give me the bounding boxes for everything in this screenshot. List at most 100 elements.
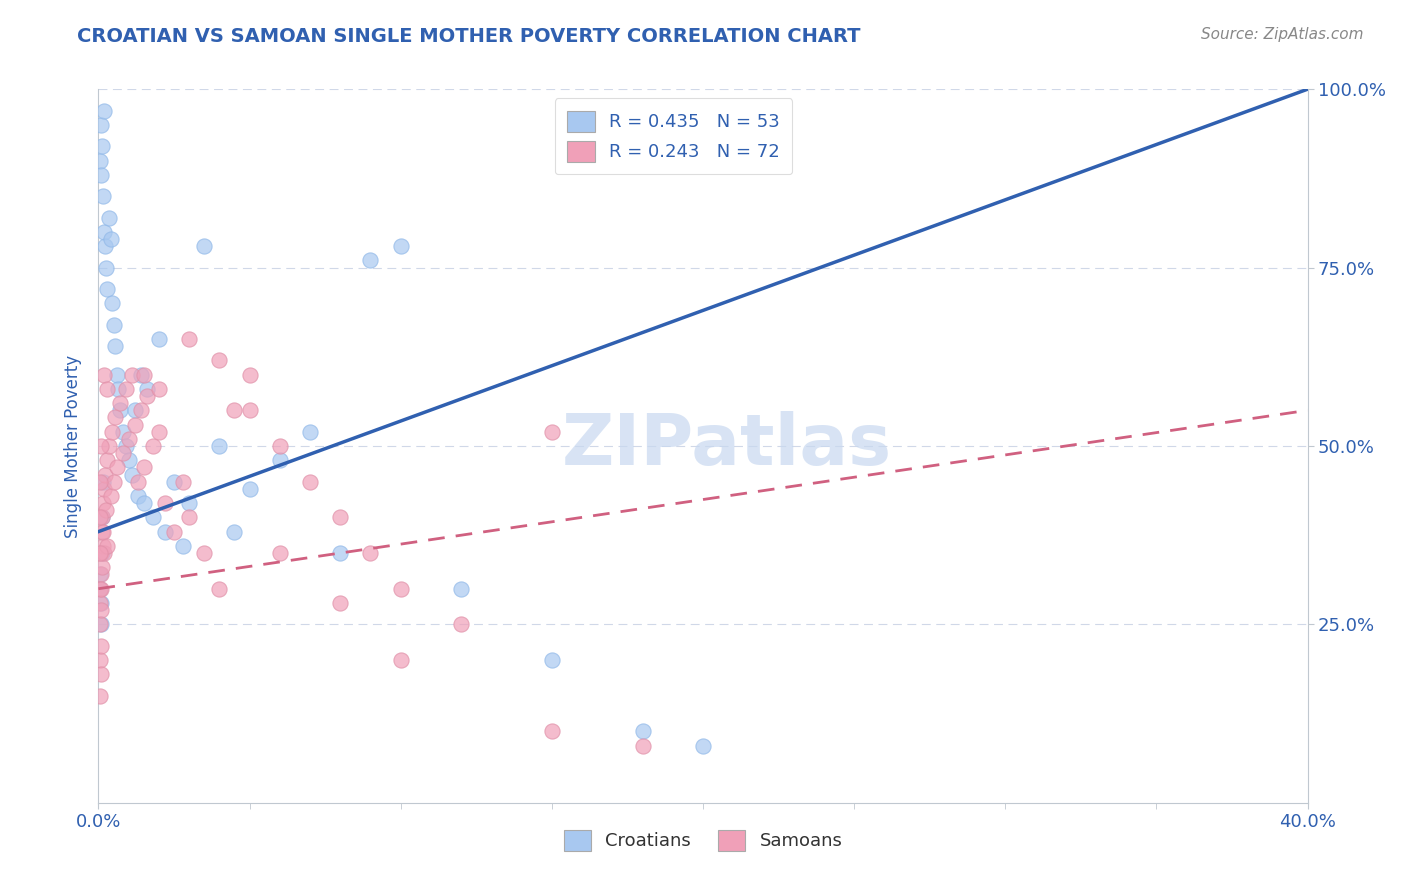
Text: CROATIAN VS SAMOAN SINGLE MOTHER POVERTY CORRELATION CHART: CROATIAN VS SAMOAN SINGLE MOTHER POVERTY… bbox=[77, 27, 860, 45]
Point bbox=[96, 382, 118, 396]
Point bbox=[135, 389, 157, 403]
Point bbox=[193, 546, 215, 560]
Point bbox=[127, 475, 149, 489]
Point bbox=[193, 239, 215, 253]
Point bbox=[90, 603, 112, 617]
Point bbox=[90, 667, 112, 681]
Point bbox=[101, 425, 124, 439]
Point bbox=[91, 475, 114, 489]
Point bbox=[118, 432, 141, 446]
Point bbox=[114, 439, 136, 453]
Point bbox=[269, 546, 291, 560]
Point bbox=[98, 439, 121, 453]
Point bbox=[89, 582, 111, 596]
Point bbox=[239, 403, 262, 417]
Point bbox=[179, 496, 201, 510]
Point bbox=[329, 596, 352, 610]
Point bbox=[148, 332, 170, 346]
Point bbox=[224, 403, 246, 417]
Point bbox=[631, 739, 654, 753]
Point bbox=[107, 382, 129, 396]
Point bbox=[111, 425, 134, 439]
Point bbox=[91, 189, 114, 203]
Point bbox=[360, 546, 382, 560]
Point bbox=[93, 225, 115, 239]
Point bbox=[224, 524, 246, 539]
Point bbox=[132, 496, 155, 510]
Point bbox=[89, 475, 111, 489]
Point bbox=[208, 353, 231, 368]
Point bbox=[360, 253, 382, 268]
Point bbox=[103, 475, 125, 489]
Point bbox=[91, 524, 114, 539]
Point bbox=[90, 546, 112, 560]
Point bbox=[163, 475, 186, 489]
Point bbox=[89, 153, 111, 168]
Point bbox=[148, 382, 170, 396]
Point bbox=[153, 524, 176, 539]
Point bbox=[299, 425, 322, 439]
Point bbox=[129, 368, 152, 382]
Point bbox=[89, 596, 111, 610]
Point bbox=[93, 103, 115, 118]
Point bbox=[89, 582, 111, 596]
Point bbox=[179, 332, 201, 346]
Point bbox=[100, 489, 122, 503]
Point bbox=[91, 560, 114, 574]
Point bbox=[89, 689, 111, 703]
Point bbox=[142, 510, 165, 524]
Point bbox=[111, 446, 134, 460]
Point bbox=[98, 211, 121, 225]
Point bbox=[239, 368, 262, 382]
Point bbox=[163, 524, 186, 539]
Point bbox=[692, 739, 714, 753]
Point bbox=[104, 410, 127, 425]
Point bbox=[90, 546, 112, 560]
Point bbox=[118, 453, 141, 467]
Point bbox=[89, 653, 111, 667]
Point bbox=[124, 417, 146, 432]
Point bbox=[153, 496, 176, 510]
Point bbox=[89, 510, 111, 524]
Point bbox=[142, 439, 165, 453]
Point bbox=[148, 425, 170, 439]
Point bbox=[631, 724, 654, 739]
Point bbox=[105, 460, 128, 475]
Point bbox=[89, 567, 111, 582]
Y-axis label: Single Mother Poverty: Single Mother Poverty bbox=[65, 354, 83, 538]
Point bbox=[103, 318, 125, 332]
Point bbox=[89, 617, 111, 632]
Point bbox=[90, 639, 112, 653]
Point bbox=[269, 453, 291, 467]
Point bbox=[94, 239, 117, 253]
Point bbox=[90, 439, 112, 453]
Point bbox=[96, 539, 118, 553]
Point bbox=[124, 403, 146, 417]
Point bbox=[389, 582, 412, 596]
Point bbox=[329, 510, 352, 524]
Point bbox=[96, 282, 118, 296]
Point bbox=[90, 524, 112, 539]
Point bbox=[114, 382, 136, 396]
Point bbox=[389, 653, 412, 667]
Point bbox=[132, 368, 155, 382]
Point bbox=[90, 596, 112, 610]
Point bbox=[96, 453, 118, 467]
Point bbox=[172, 539, 194, 553]
Point bbox=[91, 496, 114, 510]
Point bbox=[299, 475, 322, 489]
Point bbox=[94, 260, 117, 275]
Text: Source: ZipAtlas.com: Source: ZipAtlas.com bbox=[1201, 27, 1364, 42]
Point bbox=[94, 503, 117, 517]
Point bbox=[101, 296, 124, 310]
Point bbox=[269, 439, 291, 453]
Point bbox=[450, 582, 472, 596]
Point bbox=[108, 403, 131, 417]
Point bbox=[93, 546, 115, 560]
Point bbox=[540, 425, 562, 439]
Point bbox=[104, 339, 127, 353]
Point bbox=[135, 382, 157, 396]
Point bbox=[329, 546, 352, 560]
Legend: Croatians, Samoans: Croatians, Samoans bbox=[557, 822, 849, 858]
Point bbox=[132, 460, 155, 475]
